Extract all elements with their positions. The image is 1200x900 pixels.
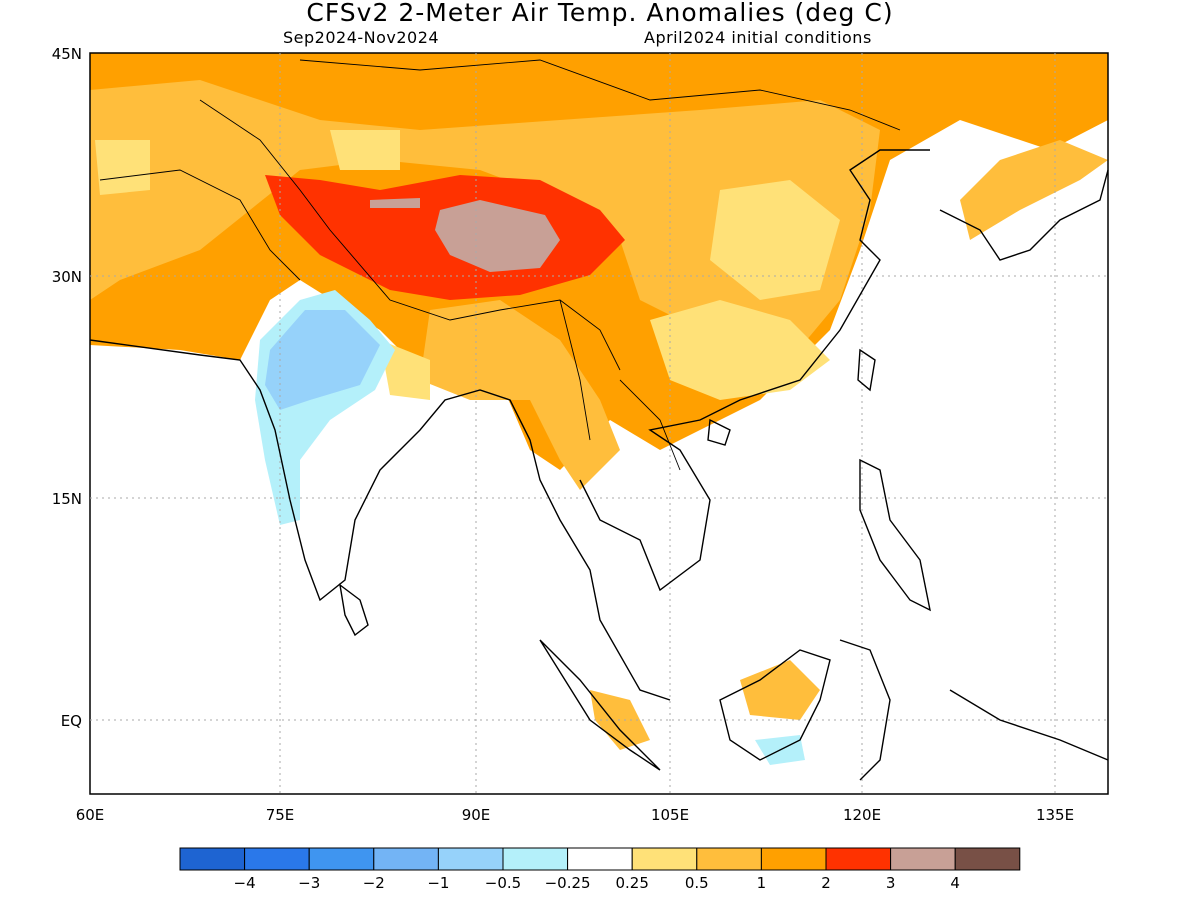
colorbar-swatch [373,847,439,871]
lat-tick-label: EQ [61,712,82,730]
map-title: CFSv2 2-Meter Air Temp. Anomalies (deg C… [306,0,894,27]
lat-tick-label: 30N [52,268,82,286]
lon-tick-label: 135E [1036,806,1074,824]
colorbar-label: −3 [298,874,320,892]
anomaly-region-3-to-4 [435,200,560,272]
colorbar-swatch [631,847,698,871]
colorbar-swatch [179,847,246,871]
colorbar-swatch [244,847,310,871]
colorbar-label: −1 [427,874,449,892]
colorbar-swatch [696,847,762,871]
anomaly-region-0-5-to-1 [420,300,620,490]
country-borders [99,59,901,471]
lat-tick-label: 15N [52,490,82,508]
colorbar-label: −2 [363,874,385,892]
anomaly-region-0-25-to-0-5 [650,300,830,400]
colorbar-swatch [567,847,633,871]
anomaly-region-0-5-to-1 [960,140,1108,240]
colorbar-swatch [954,847,1021,871]
colorbar-label: 0.25 [615,874,648,892]
colorbar-swatch [437,847,504,871]
anomaly-field [90,53,1108,765]
lon-tick-label: 90E [462,806,491,824]
anomaly-region-0-25-to-0-5 [330,130,400,170]
lon-tick-label: 75E [266,806,295,824]
anomaly-region-0-5-to-1 [740,660,820,720]
colorbar-label: −0.25 [545,874,591,892]
graticule [90,53,1108,794]
anomaly-region-3-to-4 [370,198,420,208]
colorbar-label: 0.5 [685,874,709,892]
lon-tick-label: 105E [651,806,689,824]
latitude-tick-labels: 45N 30N 15N EQ [52,45,82,730]
lat-tick-label: 45N [52,45,82,63]
colorbar-label: 4 [950,874,960,892]
colorbar-label: −0.5 [485,874,521,892]
colorbar-swatch [308,847,375,871]
colorbar: −4 −3 −2 −1 −0.5 −0.25 0.25 0.5 1 2 3 4 [179,847,1021,892]
initial-conditions: April2024 initial conditions [644,28,872,47]
longitude-tick-labels: 60E 75E 90E 105E 120E 135E [76,806,1074,824]
anomaly-region-0-25-to-0-5 [710,180,840,300]
forecast-period: Sep2024-Nov2024 [283,28,440,47]
colorbar-label: 3 [886,874,896,892]
lon-tick-label: 60E [76,806,105,824]
coastlines [89,149,1109,781]
colorbar-label: 1 [757,874,767,892]
colorbar-swatch [502,847,569,871]
colorbar-label: 2 [821,874,831,892]
lon-tick-label: 120E [843,806,881,824]
colorbar-swatch [890,847,956,871]
anomaly-region-0-25-to-0-5 [95,140,150,195]
anomaly-region-0-5-to-1 [90,80,880,380]
colorbar-label: −4 [234,874,256,892]
colorbar-swatch [760,847,827,871]
map-frame [89,52,1109,795]
colorbar-swatch [825,847,892,871]
anomaly-region-neg-1-to-neg-0-5 [265,310,380,410]
